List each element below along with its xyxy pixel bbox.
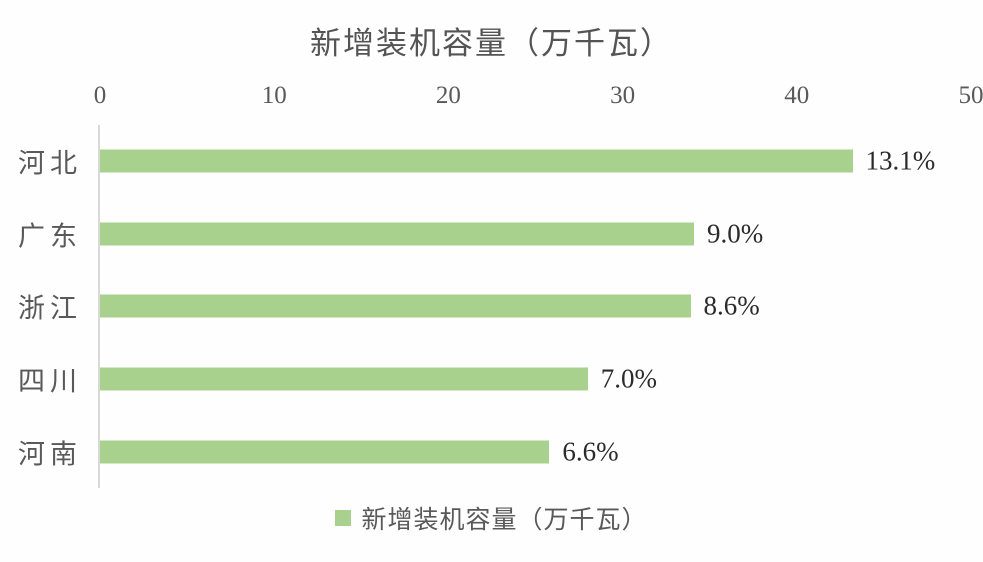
- bar: [100, 149, 853, 173]
- x-axis-tick-label: 20: [435, 82, 461, 109]
- bar-row: 广东 9.0%: [18, 198, 971, 271]
- category-label: 广东: [18, 221, 82, 252]
- value-label: 9.0%: [707, 218, 764, 249]
- x-axis-tick-label: 40: [784, 82, 810, 109]
- legend: 新增装机容量（万千瓦）: [0, 500, 983, 536]
- plot-area: 河北 13.1% 广东 9.0% 浙江 8.6% 四川 7.0% 河南 6.6%: [18, 125, 971, 488]
- bar-row: 河北 13.1%: [18, 125, 971, 198]
- bar: [100, 367, 588, 391]
- value-label: 6.6%: [562, 436, 619, 467]
- legend-swatch-icon: [335, 510, 352, 526]
- bar: [100, 222, 695, 246]
- category-label: 河北: [18, 148, 82, 179]
- value-label: 13.1%: [865, 145, 936, 176]
- bar: [100, 440, 550, 464]
- category-label: 浙江: [18, 293, 82, 324]
- x-axis-tick-label: 30: [610, 82, 636, 109]
- bar: [100, 294, 691, 318]
- legend-label: 新增装机容量（万千瓦）: [361, 507, 648, 534]
- category-label: 河南: [18, 439, 82, 470]
- value-label: 7.0%: [600, 363, 657, 394]
- x-axis-tick-label: 10: [261, 82, 287, 109]
- y-axis-line: [98, 125, 100, 488]
- chart-title: 新增装机容量（万千瓦）: [310, 26, 673, 61]
- bar-row: 四川 7.0%: [18, 343, 971, 416]
- category-label: 四川: [18, 366, 82, 397]
- x-axis: 0 10 20 30 40 50: [94, 82, 983, 112]
- bar-row: 河南 6.6%: [18, 415, 971, 488]
- x-axis-tick-label: 50: [958, 82, 983, 109]
- value-label: 8.6%: [703, 290, 760, 321]
- bar-row: 浙江 8.6%: [18, 270, 971, 343]
- x-axis-tick-label: 0: [93, 82, 107, 109]
